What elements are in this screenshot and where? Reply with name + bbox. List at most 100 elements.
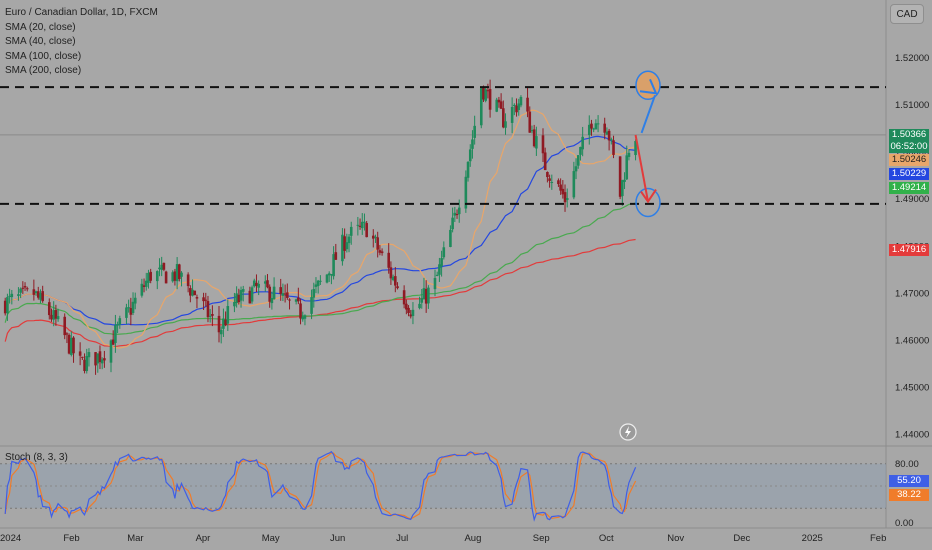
candle-body <box>502 108 505 128</box>
candle-body <box>54 310 58 319</box>
candle-body <box>488 89 492 110</box>
countdown-label: 06:52:00 <box>889 141 929 153</box>
candle-body <box>109 340 113 363</box>
stoch-d-line <box>4 451 637 520</box>
time-axis-label: Sep <box>533 533 550 544</box>
candle-body <box>466 161 470 178</box>
candle-body <box>530 130 534 132</box>
candle-body <box>239 290 243 301</box>
indicator-sma-40[interactable]: SMA (40, close) <box>5 36 76 47</box>
candle-body <box>343 236 346 251</box>
candle-body <box>594 123 598 130</box>
candle-body <box>281 293 285 296</box>
candle-body <box>63 316 67 336</box>
candle-body <box>576 155 580 166</box>
candle-body <box>407 307 410 314</box>
candle-body <box>499 101 503 109</box>
candle-body <box>266 280 269 288</box>
candle-body <box>627 152 631 157</box>
candle-body <box>98 351 102 363</box>
stoch-tick-label: 80.00 <box>895 459 919 470</box>
indicator-sma-200[interactable]: SMA (200, close) <box>5 65 82 76</box>
candle-body <box>211 314 214 316</box>
candle-body <box>435 274 439 276</box>
candle-body <box>233 301 236 307</box>
candle-body <box>528 111 532 133</box>
sma100-price-label: 1.49214 <box>889 182 929 194</box>
sma20-price-label: 1.50246 <box>889 154 929 166</box>
candle-body <box>479 88 483 126</box>
candle-body <box>411 309 415 317</box>
candle-body <box>345 242 349 250</box>
candle-body <box>546 171 549 178</box>
candle-body <box>405 303 408 310</box>
candle-body <box>334 252 338 260</box>
price-tick-label: 1.45000 <box>895 382 929 393</box>
candle-body <box>495 99 499 112</box>
candle-body <box>127 307 130 309</box>
candle-body <box>330 274 333 276</box>
candle-body <box>65 333 69 335</box>
candle-body <box>147 272 150 283</box>
candle-body <box>36 291 40 298</box>
candle-body <box>19 288 22 293</box>
candle-body <box>634 141 637 156</box>
candle-body <box>605 131 609 135</box>
candle-body <box>8 295 11 297</box>
candle-body <box>519 96 523 106</box>
candle-body <box>517 103 521 110</box>
candle-body <box>78 351 82 356</box>
candle-body <box>219 329 223 335</box>
candle-body <box>572 171 576 198</box>
candle-body <box>618 156 622 197</box>
candle-body <box>451 217 454 230</box>
candle-body <box>376 237 379 250</box>
candle-body <box>532 129 536 147</box>
candle-body <box>312 289 316 298</box>
candle-body <box>286 292 289 298</box>
currency-button[interactable]: CAD <box>890 4 924 24</box>
candle-body <box>208 315 212 317</box>
candle-body <box>347 236 351 244</box>
symbol-title[interactable]: Euro / Canadian Dollar, 1D, FXCM <box>5 7 158 18</box>
candle-body <box>279 287 283 294</box>
candle-body <box>396 286 399 289</box>
price-tick-label: 1.44000 <box>895 430 929 441</box>
candle-body <box>316 280 320 286</box>
candle-body <box>25 288 29 290</box>
candle-body <box>270 297 274 304</box>
candle-body <box>158 267 161 270</box>
price-tick-label: 1.52000 <box>895 53 929 64</box>
time-axis-label: Jun <box>330 533 345 544</box>
candle-body <box>440 258 443 267</box>
candle-body <box>133 297 137 304</box>
candle-body <box>563 192 567 203</box>
candle-body <box>310 297 313 314</box>
stoch-d-label: 38.22 <box>889 489 929 501</box>
candle-body <box>550 182 554 184</box>
candle-body <box>175 264 179 282</box>
candle-body <box>217 315 221 333</box>
lightning-icon-glyph <box>625 426 631 438</box>
candle-body <box>248 290 252 304</box>
indicator-sma-20[interactable]: SMA (20, close) <box>5 21 76 33</box>
candle-body <box>263 281 267 284</box>
candle-body <box>297 297 300 302</box>
candle-body <box>455 214 459 216</box>
candle-body <box>252 280 256 287</box>
projection-up-arrowhead <box>639 78 658 95</box>
time-axis-label: Jul <box>396 533 408 544</box>
candle-body <box>235 293 238 304</box>
candle-body <box>294 299 298 302</box>
candle-body <box>81 356 84 358</box>
candle-body <box>6 297 9 314</box>
candle-body <box>226 306 230 324</box>
candle-body <box>418 303 421 309</box>
candle-body <box>301 316 305 320</box>
candle-body <box>378 250 382 253</box>
stoch-tick-label: 0.00 <box>895 518 914 529</box>
indicator-sma-100[interactable]: SMA (100, close) <box>5 50 82 62</box>
stoch-title[interactable]: Stoch (8, 3, 3) <box>5 452 68 463</box>
candle-body <box>420 298 424 303</box>
